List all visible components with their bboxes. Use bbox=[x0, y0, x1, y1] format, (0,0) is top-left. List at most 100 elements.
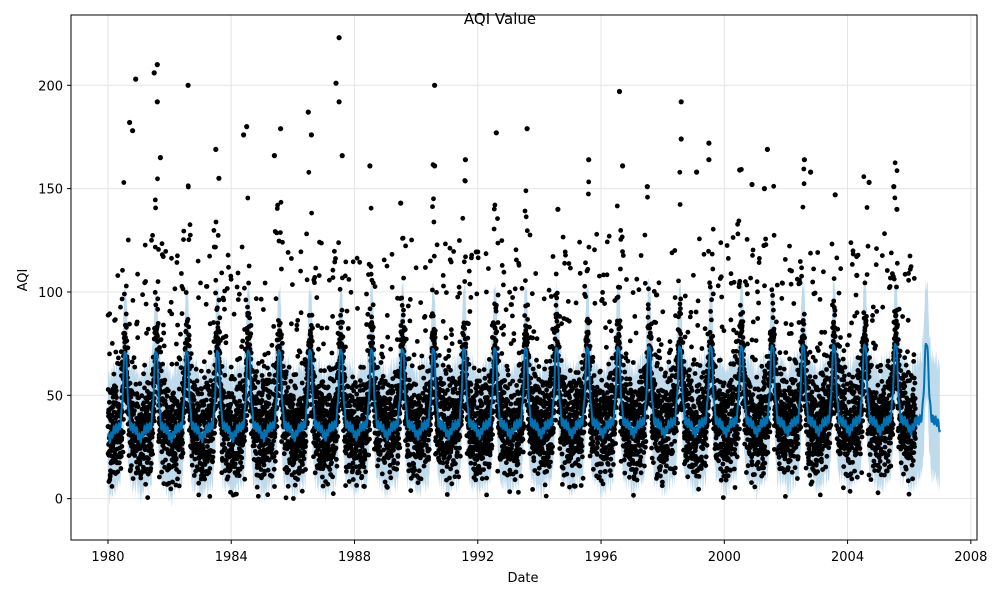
observed-point bbox=[392, 458, 397, 463]
observed-point bbox=[458, 434, 463, 439]
observed-point bbox=[196, 493, 201, 498]
observed-point bbox=[249, 323, 254, 328]
observed-point bbox=[403, 327, 408, 332]
observed-point bbox=[505, 386, 510, 391]
observed-point bbox=[160, 241, 165, 246]
observed-point bbox=[422, 453, 427, 458]
observed-point bbox=[196, 481, 201, 486]
observed-point bbox=[232, 377, 237, 382]
observed-point bbox=[484, 290, 489, 295]
observed-point bbox=[480, 476, 485, 481]
observed-point bbox=[507, 290, 512, 295]
observed-point bbox=[233, 461, 238, 466]
observed-point bbox=[512, 331, 517, 336]
observed-point bbox=[361, 365, 366, 370]
observed-point bbox=[202, 359, 207, 364]
observed-point bbox=[153, 206, 158, 211]
observed-point bbox=[131, 298, 136, 303]
observed-point bbox=[263, 281, 268, 286]
observed-point bbox=[369, 264, 374, 269]
observed-point bbox=[467, 362, 472, 367]
observed-point bbox=[391, 390, 396, 395]
observed-point bbox=[211, 449, 216, 454]
observed-point bbox=[270, 474, 275, 479]
observed-point bbox=[345, 309, 350, 314]
observed-point bbox=[489, 437, 494, 442]
observed-point bbox=[114, 388, 119, 393]
observed-point bbox=[287, 365, 292, 370]
observed-point bbox=[369, 206, 374, 211]
observed-point bbox=[293, 386, 298, 391]
observed-point bbox=[237, 473, 242, 478]
observed-point bbox=[206, 384, 211, 389]
observed-point bbox=[253, 374, 258, 379]
observed-point bbox=[217, 315, 222, 320]
observed-point bbox=[320, 379, 325, 384]
observed-point bbox=[240, 339, 245, 344]
observed-point bbox=[187, 237, 192, 242]
observed-point bbox=[409, 238, 414, 243]
observed-point bbox=[422, 464, 427, 469]
observed-point bbox=[298, 350, 303, 355]
observed-point bbox=[211, 320, 216, 325]
observed-point bbox=[302, 456, 307, 461]
observed-point bbox=[202, 375, 207, 380]
observed-point bbox=[355, 256, 360, 261]
observed-point bbox=[448, 467, 453, 472]
observed-point bbox=[173, 286, 178, 291]
observed-point bbox=[299, 249, 304, 254]
observed-point bbox=[516, 462, 521, 467]
observed-point bbox=[348, 403, 353, 408]
observed-point bbox=[388, 347, 393, 352]
observed-point bbox=[499, 351, 504, 356]
observed-point bbox=[346, 326, 351, 331]
observed-point bbox=[347, 277, 352, 282]
observed-point bbox=[272, 467, 277, 472]
observed-point bbox=[146, 456, 151, 461]
observed-point bbox=[514, 470, 519, 475]
observed-point bbox=[293, 372, 298, 377]
observed-point bbox=[494, 338, 499, 343]
observed-point bbox=[401, 236, 406, 241]
observed-point bbox=[237, 399, 242, 404]
observed-point bbox=[126, 238, 131, 243]
observed-point bbox=[430, 288, 435, 293]
observed-point bbox=[397, 445, 402, 450]
observed-point bbox=[394, 467, 399, 472]
observed-point bbox=[350, 375, 355, 380]
observed-point bbox=[370, 335, 375, 340]
observed-point bbox=[199, 391, 204, 396]
observed-point bbox=[295, 477, 300, 482]
observed-point bbox=[291, 397, 296, 402]
observed-point bbox=[135, 320, 140, 325]
observed-point bbox=[494, 309, 499, 314]
observed-point bbox=[367, 437, 372, 442]
observed-point bbox=[338, 325, 343, 330]
observed-point bbox=[444, 290, 449, 295]
observed-point bbox=[343, 345, 348, 350]
observed-point bbox=[469, 253, 474, 258]
observed-point bbox=[181, 237, 186, 242]
observed-point bbox=[450, 341, 455, 346]
observed-point bbox=[177, 484, 182, 489]
observed-point bbox=[295, 354, 300, 359]
observed-point bbox=[418, 404, 423, 409]
observed-point bbox=[506, 373, 511, 378]
observed-point bbox=[135, 335, 140, 340]
observed-point bbox=[300, 489, 305, 494]
observed-point bbox=[453, 461, 458, 466]
observed-point bbox=[282, 451, 287, 456]
observed-point bbox=[333, 256, 338, 261]
observed-point bbox=[501, 332, 506, 337]
observed-point bbox=[279, 267, 284, 272]
observed-point bbox=[240, 465, 245, 470]
observed-point bbox=[426, 457, 431, 462]
observed-point bbox=[476, 250, 481, 255]
observed-point bbox=[174, 362, 179, 367]
observed-point bbox=[224, 334, 229, 339]
observed-point bbox=[496, 293, 501, 298]
observed-point bbox=[507, 489, 512, 494]
observed-point bbox=[303, 433, 308, 438]
observed-point bbox=[150, 431, 155, 436]
observed-point bbox=[191, 403, 196, 408]
